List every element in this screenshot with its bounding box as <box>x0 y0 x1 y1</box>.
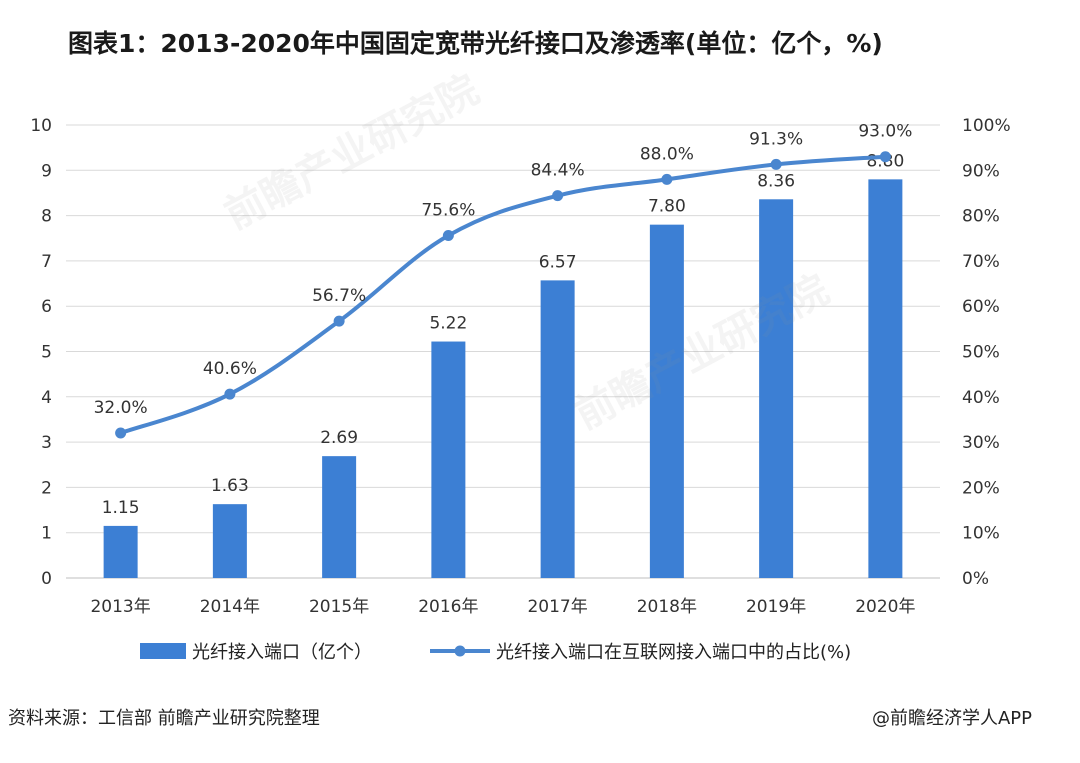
y-left-tick-label: 2 <box>41 478 52 498</box>
line-value-label: 40.6% <box>203 359 257 379</box>
line-point <box>333 315 345 327</box>
x-tick-label: 2016年 <box>418 597 478 617</box>
y-left-tick-label: 9 <box>41 161 52 181</box>
line-value-label: 84.4% <box>531 161 585 181</box>
y-left-tick-label: 4 <box>41 388 52 408</box>
chart-title: 图表1：2013-2020年中国固定宽带光纤接口及渗透率(单位：亿个，%) <box>68 29 883 58</box>
y-right-tick-label: 30% <box>962 433 1000 453</box>
y-right-tick-label: 80% <box>962 207 1000 227</box>
bar <box>649 224 684 578</box>
y-left-tick-label: 1 <box>41 524 52 544</box>
y-right-tick-label: 60% <box>962 297 1000 317</box>
line-point <box>442 230 454 242</box>
brand-credit: @前瞻经济学人APP <box>871 708 1032 729</box>
bar <box>759 199 794 579</box>
y-right-tick-label: 100% <box>962 116 1011 136</box>
line-point <box>552 190 564 202</box>
y-left-tick-label: 10 <box>30 116 52 136</box>
line-point <box>115 427 127 439</box>
y-right-tick-label: 10% <box>962 524 1000 544</box>
source-note: 资料来源：工信部 前瞻产业研究院整理 <box>8 708 320 729</box>
bar-value-label: 2.69 <box>320 428 358 448</box>
bar-value-label: 1.63 <box>211 476 249 496</box>
bar-value-label: 5.22 <box>429 314 467 334</box>
x-tick-label: 2019年 <box>746 597 806 617</box>
line-value-label: 75.6% <box>421 201 475 221</box>
y-left-tick-label: 0 <box>41 569 52 589</box>
bar <box>868 179 903 579</box>
bar <box>212 504 247 578</box>
bar-value-label: 1.15 <box>102 498 140 518</box>
line-point <box>879 151 891 163</box>
bar <box>103 525 138 578</box>
y-right-tick-label: 0% <box>962 569 989 589</box>
y-left-tick-label: 8 <box>41 207 52 227</box>
bar <box>540 280 575 578</box>
legend-bar-swatch <box>140 643 186 659</box>
bar <box>322 456 357 578</box>
line-value-label: 88.0% <box>640 144 694 164</box>
y-left-tick-label: 7 <box>41 252 52 272</box>
y-right-tick-label: 20% <box>962 478 1000 498</box>
y-right-tick-label: 70% <box>962 252 1000 272</box>
line-point <box>224 388 236 400</box>
bar-value-label: 7.80 <box>648 197 686 217</box>
y-right-tick-label: 40% <box>962 388 1000 408</box>
y-left-tick-label: 5 <box>41 343 52 363</box>
x-tick-label: 2014年 <box>200 597 260 617</box>
line-value-label: 93.0% <box>858 122 912 142</box>
y-right-tick-label: 90% <box>962 161 1000 181</box>
legend-line-marker <box>454 645 466 657</box>
legend-bar-label: 光纤接入端口（亿个） <box>192 642 372 663</box>
y-left-tick-label: 6 <box>41 297 52 317</box>
line-value-label: 91.3% <box>749 129 803 149</box>
y-left-tick-label: 3 <box>41 433 52 453</box>
bar-value-label: 6.57 <box>539 252 577 272</box>
x-tick-label: 2015年 <box>309 597 369 617</box>
x-tick-label: 2017年 <box>527 597 587 617</box>
x-tick-label: 2018年 <box>637 597 697 617</box>
line-point <box>661 173 673 185</box>
legend-line-label: 光纤接入端口在互联网接入端口中的占比(%) <box>496 642 851 663</box>
combo-chart: 0 0% 1 10% 2 20% 3 30% 4 40% 5 50% 6 60% 7 70% 8 80% 9 90% 1… <box>30 116 1011 663</box>
bar-value-label: 8.36 <box>757 171 795 191</box>
line-value-label: 56.7% <box>312 286 366 306</box>
bar <box>431 341 466 578</box>
x-tick-label: 2013年 <box>90 597 150 617</box>
line-point <box>770 158 782 170</box>
line-value-label: 32.0% <box>94 398 148 418</box>
line-series <box>119 154 886 435</box>
x-tick-label: 2020年 <box>855 597 915 617</box>
y-right-tick-label: 50% <box>962 343 1000 363</box>
